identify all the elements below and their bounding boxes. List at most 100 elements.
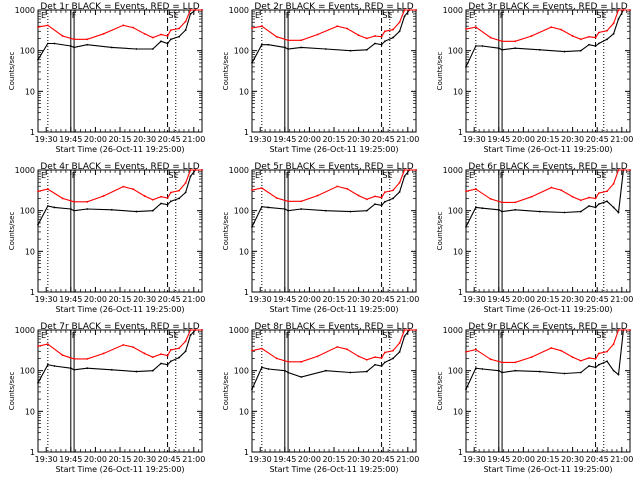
point-lld (380, 35, 383, 38)
point-events (398, 190, 401, 193)
x-tick-label: 21:00 (182, 295, 205, 304)
point-events (169, 200, 172, 203)
point-events (349, 49, 352, 52)
panel-2: Det 2r BLACK = Events, RED = LLD 1 10 100 10… (222, 2, 419, 154)
point-lld (86, 200, 89, 203)
panel-title: Det 3r BLACK = Events, RED = LLD (468, 2, 627, 12)
point-events (365, 209, 368, 212)
point-events (110, 208, 113, 211)
x-tick-label: 20:15 (108, 135, 131, 144)
point-events (612, 32, 615, 35)
point-events (579, 371, 582, 374)
point-events (287, 371, 289, 374)
flag-se: SE (169, 331, 179, 340)
point-events (37, 382, 39, 384)
point-events (588, 365, 590, 367)
point-lld (365, 198, 368, 201)
point-lld (612, 343, 615, 346)
point-lld (86, 357, 89, 360)
point-lld (489, 358, 492, 361)
point-events (497, 208, 500, 211)
y-axis-label: Counts/sec (8, 372, 16, 411)
point-lld (102, 32, 105, 35)
flag-se: SE (383, 171, 393, 180)
x-tick-label: 21:00 (182, 135, 205, 144)
y-axis-label: Counts/sec (222, 52, 230, 91)
point-events (160, 40, 162, 43)
point-events (538, 48, 541, 51)
point-lld (316, 33, 319, 36)
point-lld (122, 344, 125, 346)
flare-box (284, 9, 289, 133)
y-tick-label: 1 (30, 448, 35, 457)
panel-1: Det 1r BLACK = Events, RED = LLD 1 10 100 10… (8, 2, 205, 154)
point-events (392, 197, 394, 200)
point-events (324, 209, 327, 212)
point-events (300, 376, 303, 378)
x-tick-label: 20:15 (322, 295, 345, 304)
point-events (538, 370, 541, 373)
x-tick-label: 20:30 (133, 455, 156, 464)
point-events (474, 206, 477, 209)
point-lld (169, 348, 172, 351)
point-events (597, 203, 600, 206)
point-lld (336, 25, 339, 28)
point-events (46, 363, 49, 366)
point-lld (501, 40, 503, 43)
point-events (73, 46, 75, 49)
point-events (501, 371, 503, 374)
point-events (612, 206, 615, 209)
point-lld (300, 200, 303, 203)
x-tick-label: 19:45 (59, 295, 82, 304)
point-lld (46, 188, 49, 190)
point-lld (622, 9, 625, 11)
y-axis-label: Counts/sec (8, 212, 16, 251)
point-lld (501, 361, 503, 364)
flag-f: F (286, 331, 291, 340)
point-events (514, 369, 517, 372)
point-lld (251, 189, 253, 192)
point-events (73, 368, 75, 371)
point-lld (617, 9, 620, 11)
x-tick-label: 19:45 (273, 455, 296, 464)
point-lld (380, 196, 383, 199)
point-lld (374, 356, 376, 359)
point-events (588, 205, 590, 207)
point-lld (374, 35, 376, 37)
flag-se: SE (169, 171, 179, 180)
point-events (594, 206, 597, 209)
flag-se: SE (169, 11, 179, 20)
x-tick-label: 19:30 (35, 135, 58, 144)
point-lld (132, 188, 135, 190)
point-events (324, 48, 327, 50)
point-events (160, 202, 162, 205)
point-lld (151, 198, 154, 201)
flag-e: E (469, 171, 474, 180)
point-events (474, 45, 477, 47)
point-lld (560, 189, 563, 192)
point-events (189, 13, 192, 15)
x-tick-label: 20:00 (512, 295, 535, 304)
point-lld (346, 187, 349, 190)
point-events (606, 38, 608, 41)
point-lld (160, 33, 162, 36)
series-lld (37, 329, 202, 360)
y-tick-label: 100 (20, 367, 35, 376)
x-tick-label: 19:30 (249, 295, 272, 304)
y-axis-label: Counts/sec (222, 372, 230, 411)
point-lld (37, 26, 39, 28)
point-events (474, 367, 477, 370)
point-events (481, 45, 484, 47)
x-tick-label: 20:45 (372, 295, 395, 304)
flag-e: E (255, 171, 260, 180)
point-lld (415, 9, 417, 11)
flag-se: SE (383, 11, 393, 20)
point-lld (316, 194, 319, 197)
point-lld (588, 196, 590, 199)
series-lld (465, 9, 630, 42)
point-lld (201, 169, 203, 171)
point-events (617, 373, 620, 376)
y-tick-label: 1 (30, 288, 35, 297)
point-events (383, 200, 386, 203)
point-lld (37, 345, 39, 348)
